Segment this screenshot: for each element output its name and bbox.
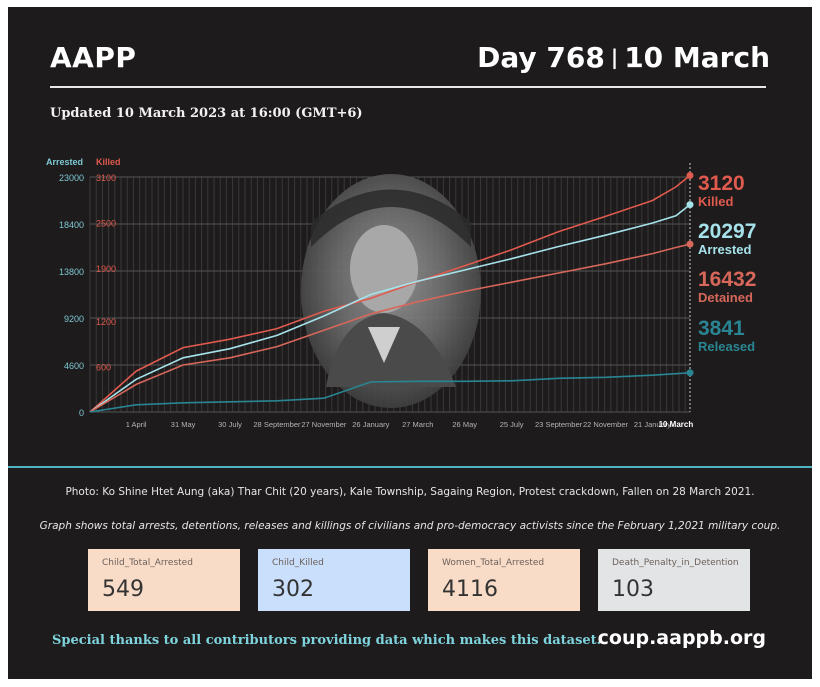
series-line-detained — [89, 243, 691, 413]
updated-timestamp: Updated 10 March 2023 at 16:00 (GMT+6) — [50, 106, 363, 121]
infographic-panel: AAPP Day 768 | 10 March Updated 10 March 2… — [8, 7, 812, 679]
x-tick-label: 10 March — [659, 420, 694, 429]
x-tick-label: 31 May — [171, 420, 196, 429]
chart-axes: Arrested Killed 23000 18400 13800 9200 4600 0… — [46, 157, 693, 429]
arrested-tick-label: 4600 — [64, 361, 84, 371]
cumulative-chart: Arrested Killed 23000 18400 13800 9200 4600 0… — [46, 157, 756, 429]
arrested-tick-label: 18400 — [59, 220, 84, 230]
brand-title: AAPP — [50, 41, 137, 74]
end-value: 16432 — [698, 268, 756, 291]
x-tick-label: 23 September — [535, 420, 583, 429]
killed-tick-label: 1200 — [96, 317, 116, 327]
stat-label: Child_Total_Arrested — [102, 558, 193, 568]
photo-caption: Photo: Ko Shine Htet Aung (aka) Thar Chi… — [65, 486, 755, 498]
x-tick-label: 26 May — [452, 420, 477, 429]
arrested-tick-label: 13800 — [59, 267, 84, 277]
x-tick-label: 1 April — [126, 420, 147, 429]
separator: | — [610, 45, 619, 69]
series-end-point-killed — [686, 171, 694, 179]
end-series-name: Arrested — [698, 242, 752, 257]
date-label: 10 March — [624, 41, 770, 74]
right-axis-title: Killed — [96, 157, 121, 167]
end-series-name: Released — [698, 339, 755, 354]
arrested-tick-label: 0 — [79, 408, 84, 418]
footer-thanks: Special thanks to all contributors provi… — [52, 633, 602, 648]
stat-value: 549 — [102, 577, 144, 602]
end-value: 20297 — [698, 220, 756, 243]
x-tick-label: 22 November — [583, 420, 629, 429]
arrested-tick-label: 9200 — [64, 314, 84, 324]
end-series-name: Detained — [698, 290, 753, 305]
x-tick-label: 30 July — [218, 420, 242, 429]
stat-card-child-arrested: Child_Total_Arrested 549 — [88, 549, 240, 611]
stat-label: Women_Total_Arrested — [442, 558, 545, 568]
series-line-released — [89, 372, 691, 413]
killed-tick-label: 1900 — [96, 264, 116, 274]
x-tick-label: 27 November — [301, 420, 347, 429]
x-tick-label: 21 January — [634, 420, 671, 429]
stat-value: 4116 — [442, 577, 498, 602]
series-line-arrested — [89, 203, 691, 413]
x-tick-label: 27 March — [402, 420, 433, 429]
end-value: 3120 — [698, 172, 745, 195]
graph-note: Graph shows total arrests, detentions, r… — [39, 520, 781, 532]
day-date-heading: Day 768 | 10 March — [477, 41, 770, 74]
killed-tick-label: 2500 — [96, 218, 116, 228]
stat-card-women-arrested: Women_Total_Arrested 4116 — [428, 549, 580, 611]
stat-card-death-penalty: Death_Penalty_in_Detention 103 — [598, 549, 750, 611]
footer-website: coup.aappb.org — [597, 627, 766, 649]
stat-label: Death_Penalty_in_Detention — [612, 558, 739, 568]
series-end-point-detained — [686, 240, 694, 248]
x-tick-label: 28 September — [253, 420, 301, 429]
end-value: 3841 — [698, 317, 745, 340]
end-series-name: Killed — [698, 194, 733, 209]
stat-value: 103 — [612, 577, 654, 602]
stat-value: 302 — [272, 577, 314, 602]
series-lines — [89, 171, 694, 413]
left-axis-title: Arrested — [46, 157, 83, 167]
killed-tick-label: 600 — [96, 363, 111, 373]
header-rule — [50, 86, 766, 88]
series-end-point-released — [686, 369, 694, 377]
x-tick-label: 26 January — [352, 420, 389, 429]
stat-label: Child_Killed — [272, 558, 324, 568]
arrested-tick-label: 23000 — [59, 173, 84, 183]
day-label: Day 768 — [477, 41, 605, 74]
section-divider — [8, 466, 812, 468]
killed-tick-label: 3100 — [96, 173, 116, 183]
series-end-point-arrested — [686, 201, 694, 209]
x-tick-label: 25 July — [500, 420, 524, 429]
stat-card-child-killed: Child_Killed 302 — [258, 549, 410, 611]
